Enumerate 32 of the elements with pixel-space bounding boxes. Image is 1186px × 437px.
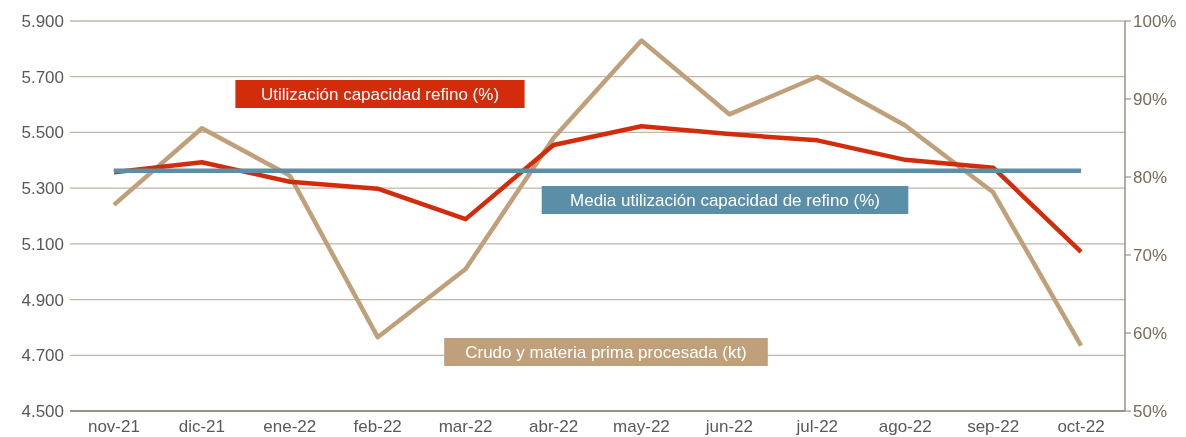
y2-tick-label: 50% xyxy=(1133,401,1168,421)
x-tick-label: ago-22 xyxy=(878,417,932,436)
series-label: Media utilización capacidad de refino (%) xyxy=(570,190,880,210)
x-tick-label: jun-22 xyxy=(704,417,754,436)
line-series xyxy=(111,124,1084,255)
x-tick-label: sep-22 xyxy=(967,417,1020,436)
y2-tick-label: 60% xyxy=(1133,323,1168,343)
y-tick-label: 5.100 xyxy=(21,234,64,254)
y-tick-label: 5.900 xyxy=(21,11,64,31)
name-tag: Media utilización capacidad de refino (%) xyxy=(541,186,909,214)
x-tick-label: may-22 xyxy=(613,417,670,436)
x-tick-label: abr-22 xyxy=(528,417,579,436)
y2-tick-label: 70% xyxy=(1133,245,1168,265)
x-tick-label: oct-22 xyxy=(1057,417,1105,436)
y-tick-label: 5.500 xyxy=(21,123,64,143)
y2-tick-label: 80% xyxy=(1133,167,1168,187)
x-tick-label: mar-22 xyxy=(438,417,493,436)
x-tick-label: ene-22 xyxy=(263,417,317,436)
y-tick-label: 5.700 xyxy=(21,67,64,87)
name-tag: Crudo y materia prima procesada (kt) xyxy=(444,338,768,366)
line-series xyxy=(111,38,1084,348)
x-tick-label: nov-21 xyxy=(87,417,140,436)
x-tick-label: jul-22 xyxy=(795,417,839,436)
name-tag: Utilización capacidad refino (%) xyxy=(235,80,525,108)
x-tick-label: dic-21 xyxy=(178,417,226,436)
y2-tick-label: 100% xyxy=(1133,11,1177,31)
y2-tick-label: 90% xyxy=(1133,89,1168,109)
x-tick-label: feb-22 xyxy=(353,417,402,436)
y-tick-label: 4.900 xyxy=(21,290,64,310)
y-tick-label: 4.700 xyxy=(21,346,64,366)
y-tick-label: 4.500 xyxy=(21,401,64,421)
y-tick-label: 5.300 xyxy=(21,179,64,199)
